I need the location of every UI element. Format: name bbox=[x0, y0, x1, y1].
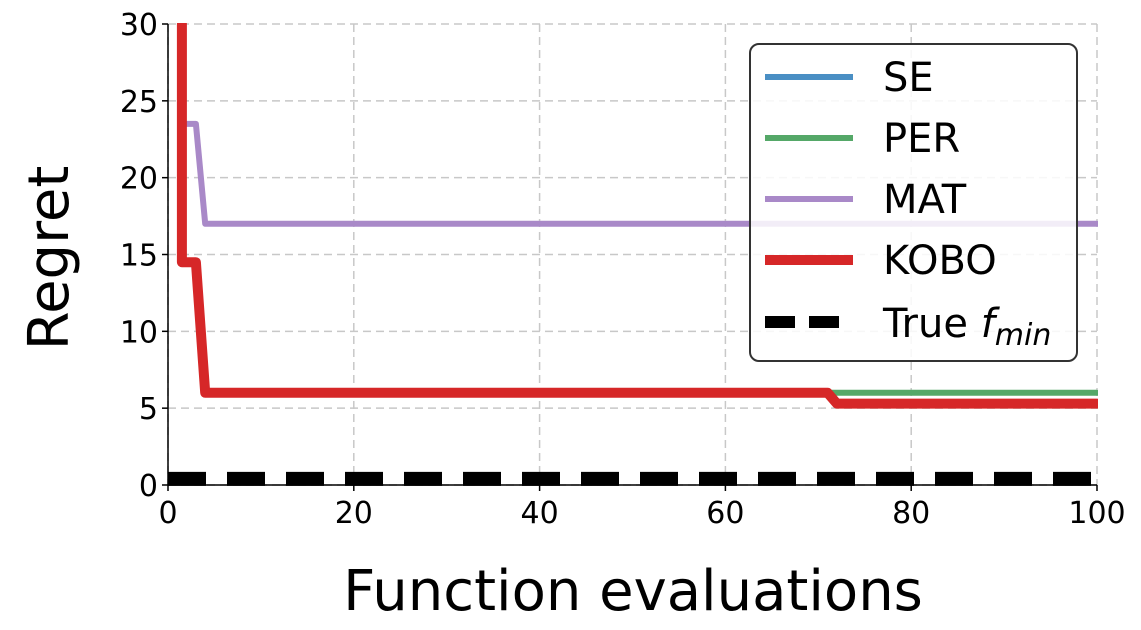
x-tick-label: 80 bbox=[892, 496, 930, 531]
legend: SE PER MAT KOBO True fmin bbox=[749, 43, 1078, 362]
legend-label-kobo: KOBO bbox=[883, 238, 997, 284]
legend-label-min: min bbox=[995, 318, 1052, 353]
series-line-kobo bbox=[176, 23, 1098, 409]
y-tick-label: 30 bbox=[120, 8, 158, 43]
x-tick-label: 40 bbox=[521, 496, 559, 531]
series-layer bbox=[168, 23, 1098, 486]
y-tick-label: 20 bbox=[120, 162, 158, 197]
y-tick-label: 5 bbox=[139, 392, 158, 427]
tick-labels: 0 20 40 60 80 100 0 5 10 15 20 25 30 bbox=[120, 8, 1126, 531]
x-tick-label: 20 bbox=[335, 496, 373, 531]
legend-label-true-text: True bbox=[882, 301, 981, 347]
legend-box bbox=[749, 43, 1078, 362]
x-axis-title: Function evaluations bbox=[343, 559, 923, 624]
legend-label-mat: MAT bbox=[883, 177, 967, 223]
legend-label-true-fmin: True fmin bbox=[882, 301, 1051, 353]
y-axis-title: Regret bbox=[17, 166, 82, 351]
x-tick-label: 0 bbox=[158, 496, 177, 531]
y-tick-label: 10 bbox=[120, 315, 158, 350]
series-line-mat bbox=[183, 120, 1098, 227]
y-tick-label: 25 bbox=[120, 85, 158, 120]
y-tick-label: 0 bbox=[139, 469, 158, 504]
x-tick-label: 100 bbox=[1068, 496, 1125, 531]
legend-label-se: SE bbox=[883, 55, 934, 101]
x-tick-label: 60 bbox=[706, 496, 744, 531]
legend-label-per: PER bbox=[883, 116, 960, 162]
y-tick-label: 15 bbox=[120, 239, 158, 274]
